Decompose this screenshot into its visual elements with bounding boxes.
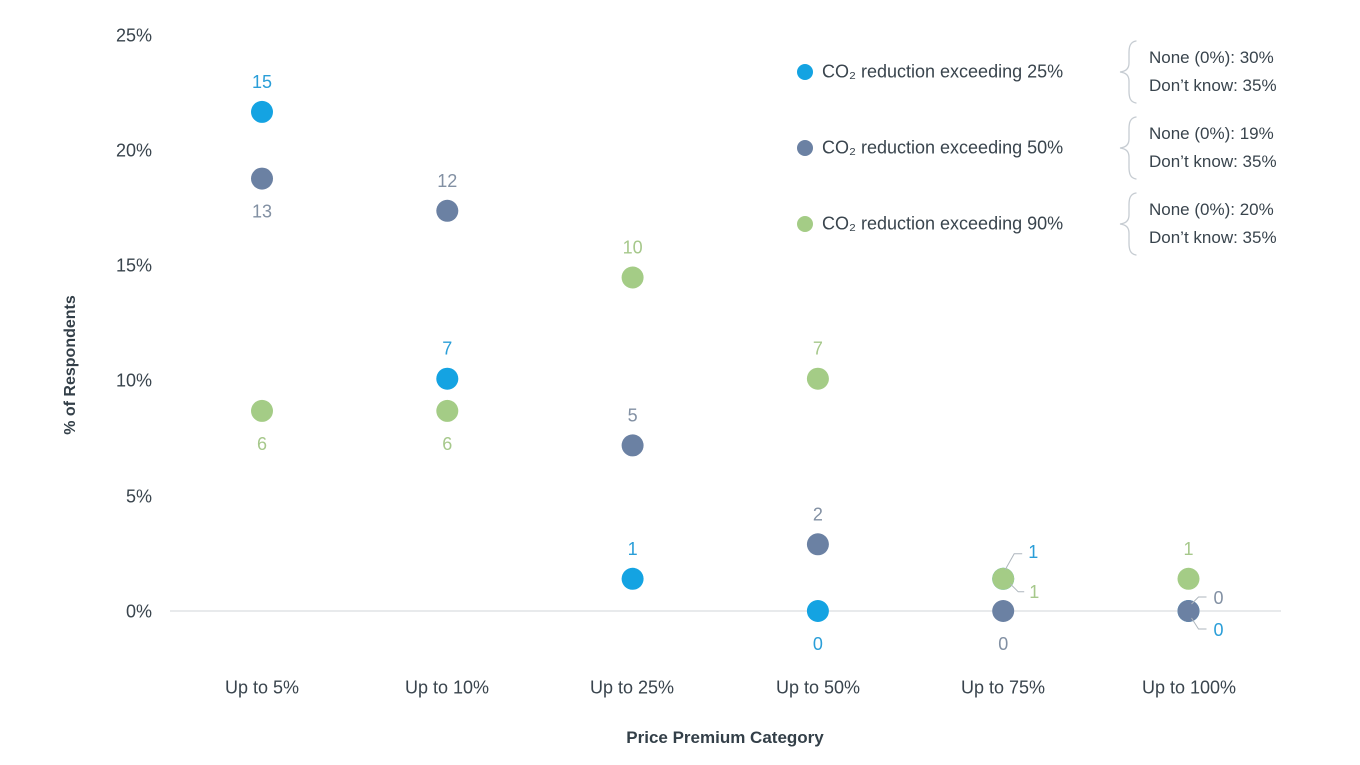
- data-point-label: 0: [1213, 620, 1223, 640]
- data-point: [806, 600, 829, 622]
- annotation-line: Don’t know: 35%: [1149, 76, 1277, 95]
- data-point: [621, 567, 644, 590]
- data-point-label: 1: [1029, 582, 1039, 602]
- label-leader-line: [1009, 583, 1025, 593]
- annotation-line: None (0%): 19%: [1149, 124, 1274, 143]
- annotation-line: Don’t know: 35%: [1149, 228, 1277, 247]
- x-category-label: Up to 75%: [960, 677, 1046, 698]
- legend-label: CO₂ reduction exceeding 50%: [822, 137, 1064, 158]
- data-point-label: 15: [252, 72, 272, 92]
- data-point-label: 7: [442, 339, 452, 359]
- legend-label: CO₂ reduction exceeding 90%: [822, 213, 1064, 234]
- data-point: [251, 100, 273, 123]
- data-point-label: 1: [1183, 539, 1193, 559]
- data-point-label: 1: [1028, 542, 1038, 562]
- data-point: [621, 266, 644, 289]
- y-tick-label: 10%: [115, 370, 152, 391]
- data-point-label: 1: [628, 539, 638, 559]
- data-point-label: 6: [442, 434, 452, 454]
- data-point-label: 0: [998, 634, 1008, 654]
- data-point-label: 0: [1213, 588, 1223, 608]
- x-category-label: Up to 5%: [224, 677, 300, 698]
- x-axis-title: Price Premium Category: [626, 728, 824, 747]
- legend-item-co2-90: CO₂ reduction exceeding 90% None (0%): 2…: [0, 191, 1360, 257]
- data-point-label: 6: [257, 434, 267, 454]
- label-leader-line: [1004, 553, 1023, 571]
- y-tick-label: 15%: [115, 255, 152, 276]
- legend-dot-co2-90-icon: [797, 216, 813, 232]
- brace-icon: [1119, 40, 1137, 104]
- y-tick-label: 0%: [125, 601, 152, 622]
- data-point-label: 13: [252, 202, 272, 222]
- legend-item-co2-50: CO₂ reduction exceeding 50% None (0%): 1…: [0, 115, 1360, 181]
- data-point: [806, 367, 829, 390]
- brace-icon: [1119, 116, 1137, 180]
- data-point: [1177, 600, 1200, 622]
- legend-item-co2-25: CO₂ reduction exceeding 25% None (0%): 3…: [0, 39, 1360, 105]
- data-point: [436, 367, 459, 390]
- data-point: [992, 600, 1015, 622]
- label-leader-line: [1191, 596, 1207, 605]
- annotation-block: None (0%): 20% Don’t know: 35%: [1149, 196, 1277, 252]
- label-leader-line: [1191, 617, 1207, 630]
- data-point: [806, 533, 829, 556]
- data-point-label: 7: [813, 339, 823, 359]
- annotation-line: None (0%): 20%: [1149, 200, 1274, 219]
- brace-icon: [1119, 192, 1137, 256]
- legend-dot-co2-25-icon: [797, 64, 813, 80]
- x-category-label: Up to 100%: [1141, 677, 1237, 698]
- x-category-label: Up to 25%: [589, 677, 675, 698]
- y-tick-label: 25%: [115, 25, 152, 46]
- annotation-line: None (0%): 30%: [1149, 48, 1274, 67]
- legend-label: CO₂ reduction exceeding 25%: [822, 61, 1064, 82]
- data-point-label: 12: [437, 171, 457, 191]
- annotation-block: None (0%): 30% Don’t know: 35%: [1149, 44, 1277, 100]
- y-tick-label: 20%: [115, 140, 152, 161]
- data-point: [621, 434, 644, 457]
- data-point-label: 10: [623, 238, 643, 258]
- data-point-label: 0: [813, 634, 823, 654]
- data-point-label: 5: [628, 405, 638, 425]
- data-point: [436, 199, 459, 222]
- data-point-label: 2: [813, 504, 823, 524]
- y-tick-label: 5%: [125, 486, 152, 507]
- data-point: [436, 399, 459, 422]
- x-category-label: Up to 50%: [775, 677, 861, 698]
- data-point: [992, 567, 1015, 590]
- data-point: [251, 399, 273, 422]
- annotation-block: None (0%): 19% Don’t know: 35%: [1149, 120, 1277, 176]
- x-category-label: Up to 10%: [404, 677, 490, 698]
- data-point: [1177, 567, 1200, 590]
- data-point: [251, 167, 273, 190]
- annotation-line: Don’t know: 35%: [1149, 152, 1277, 171]
- legend-dot-co2-50-icon: [797, 140, 813, 156]
